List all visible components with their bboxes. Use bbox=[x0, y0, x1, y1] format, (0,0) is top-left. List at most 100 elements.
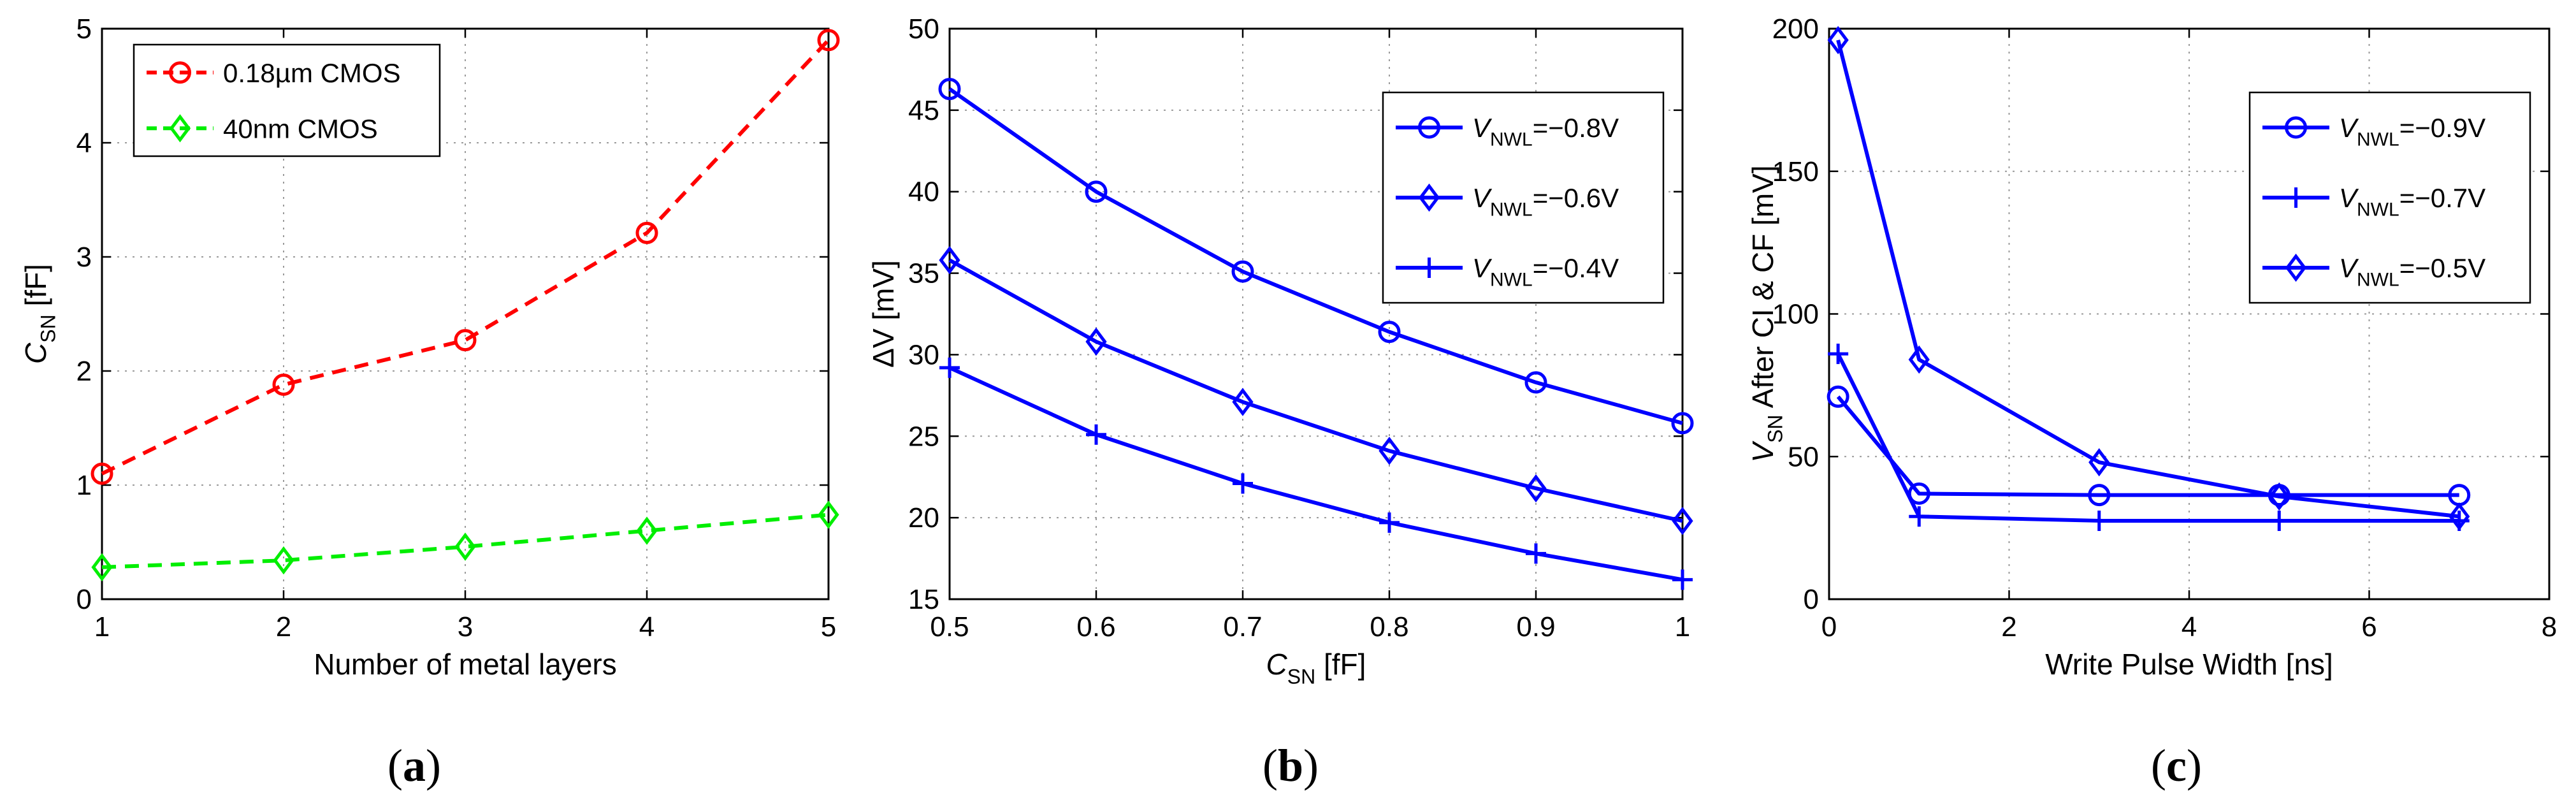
data-point bbox=[1086, 424, 1106, 445]
y-tick-label: 45 bbox=[908, 95, 939, 126]
x-axis-label: Write Pulse Width [ns] bbox=[2045, 648, 2333, 681]
data-point bbox=[1828, 344, 1849, 365]
legend-marker bbox=[1419, 258, 1440, 278]
legend-label: VNWL=−0.7V bbox=[2339, 183, 2486, 221]
y-tick-label: 30 bbox=[908, 339, 939, 370]
x-tick-label: 8 bbox=[2542, 611, 2557, 643]
axes-box bbox=[101, 27, 830, 600]
series-2 bbox=[939, 357, 1693, 590]
series-line bbox=[948, 87, 1683, 425]
legend-label: 0.18µm CMOS bbox=[223, 58, 401, 88]
y-tick-label: 4 bbox=[76, 127, 92, 159]
legend-marker bbox=[2285, 187, 2306, 208]
x-tick-label: 0.6 bbox=[1076, 611, 1115, 643]
series-line bbox=[101, 513, 829, 569]
y-axis-label: ΔV [mV] bbox=[867, 260, 900, 368]
legend-label: VNWL=−0.9V bbox=[2339, 113, 2486, 150]
data-point bbox=[939, 357, 960, 378]
data-point bbox=[818, 500, 839, 529]
data-point bbox=[273, 546, 294, 575]
legend-label: VNWL=−0.8V bbox=[1472, 113, 1619, 150]
data-point bbox=[1379, 512, 1400, 533]
series-1 bbox=[91, 500, 839, 582]
data-point bbox=[1085, 327, 1107, 356]
legend-marker bbox=[169, 61, 191, 84]
x-axis-label: Number of metal layers bbox=[314, 648, 617, 681]
legend: 0.18µm CMOS 40nm CMOS bbox=[133, 43, 441, 157]
data-point bbox=[1827, 25, 1849, 55]
y-tick-label: 25 bbox=[908, 421, 939, 452]
data-point bbox=[272, 373, 295, 396]
y-tick-label: 15 bbox=[908, 584, 939, 615]
x-tick-label: 0.5 bbox=[930, 611, 969, 643]
series-0 bbox=[90, 29, 840, 485]
y-tick-label: 2 bbox=[76, 356, 92, 387]
data-point bbox=[1378, 437, 1400, 465]
chart-panel-c: 0 2 4 6 8 0 50 100 150 200 Write Pulse Width [ns] V… bbox=[1746, 13, 2557, 791]
series-line bbox=[948, 258, 1683, 523]
data-point bbox=[938, 78, 961, 101]
data-point bbox=[1909, 506, 1930, 527]
y-axis-label: VSN After CI & CF [mV] bbox=[1746, 165, 1786, 462]
y-tick-label: 50 bbox=[1788, 441, 1819, 472]
x-axis-label: CSN [fF] bbox=[1266, 648, 1366, 688]
legend-marker bbox=[1418, 116, 1440, 139]
series-1 bbox=[939, 245, 1693, 535]
x-tick-label: 5 bbox=[821, 611, 836, 643]
legend-marker bbox=[2285, 116, 2307, 139]
data-point bbox=[636, 516, 658, 545]
data-point bbox=[90, 462, 113, 485]
legend-marker bbox=[169, 114, 191, 143]
data-point bbox=[1525, 474, 1547, 503]
data-point bbox=[817, 29, 840, 52]
panel-label: (a) bbox=[387, 740, 441, 791]
x-tick-label: 1 bbox=[1675, 611, 1690, 643]
x-tick-label: 0.9 bbox=[1516, 611, 1555, 643]
data-point bbox=[1085, 180, 1108, 203]
y-axis-label: CSN [fF] bbox=[19, 264, 59, 364]
x-tick-label: 4 bbox=[2182, 611, 2197, 643]
data-point bbox=[1231, 260, 1254, 283]
legend-label: VNWL=−0.4V bbox=[1472, 253, 1619, 291]
x-tick-label: 1 bbox=[94, 611, 110, 643]
data-point bbox=[1908, 345, 1930, 374]
x-tick-label: 0.8 bbox=[1370, 611, 1408, 643]
y-tick-label: 40 bbox=[908, 177, 939, 208]
data-point bbox=[1526, 543, 1546, 564]
x-tick-label: 4 bbox=[639, 611, 655, 643]
legend-label: VNWL=−0.6V bbox=[1472, 183, 1619, 221]
y-tick-label: 0 bbox=[1804, 584, 1819, 615]
data-point bbox=[454, 329, 477, 352]
data-point bbox=[1232, 388, 1254, 416]
series-line bbox=[1836, 40, 2460, 519]
data-point bbox=[1672, 569, 1693, 590]
legend-marker bbox=[1418, 183, 1440, 212]
series-0 bbox=[938, 78, 1694, 435]
x-tick-label: 6 bbox=[2361, 611, 2377, 643]
x-tick-label: 2 bbox=[2001, 611, 2016, 643]
legend-label: VNWL=−0.5V bbox=[2339, 253, 2486, 291]
data-point bbox=[2449, 502, 2470, 531]
legend-label: 40nm CMOS bbox=[223, 113, 378, 143]
data-point bbox=[2268, 482, 2290, 511]
legend-marker bbox=[2285, 253, 2307, 282]
chart-panel-b: 0.5 0.6 0.7 0.8 0.9 1 15 20 25 30 35 40 45 50 CSN [fF]… bbox=[867, 13, 1694, 791]
data-point bbox=[1827, 385, 1849, 408]
series-line bbox=[948, 366, 1683, 582]
data-point bbox=[1378, 321, 1401, 344]
data-point bbox=[1524, 371, 1547, 394]
series-1 bbox=[1828, 344, 2470, 531]
y-tick-label: 35 bbox=[908, 258, 939, 289]
data-point bbox=[939, 245, 960, 275]
x-tick-label: 2 bbox=[276, 611, 291, 643]
y-tick-label: 200 bbox=[1772, 13, 1819, 45]
data-point bbox=[454, 532, 476, 561]
series-2 bbox=[1827, 25, 2470, 531]
y-tick-label: 0 bbox=[76, 584, 92, 615]
data-point bbox=[1671, 412, 1694, 435]
legend: VNWL=−0.9V VNWL=−0.7V VNWL=−0.5V bbox=[2248, 91, 2531, 304]
x-tick-label: 0 bbox=[1821, 611, 1837, 643]
y-tick-label: 1 bbox=[76, 470, 92, 501]
